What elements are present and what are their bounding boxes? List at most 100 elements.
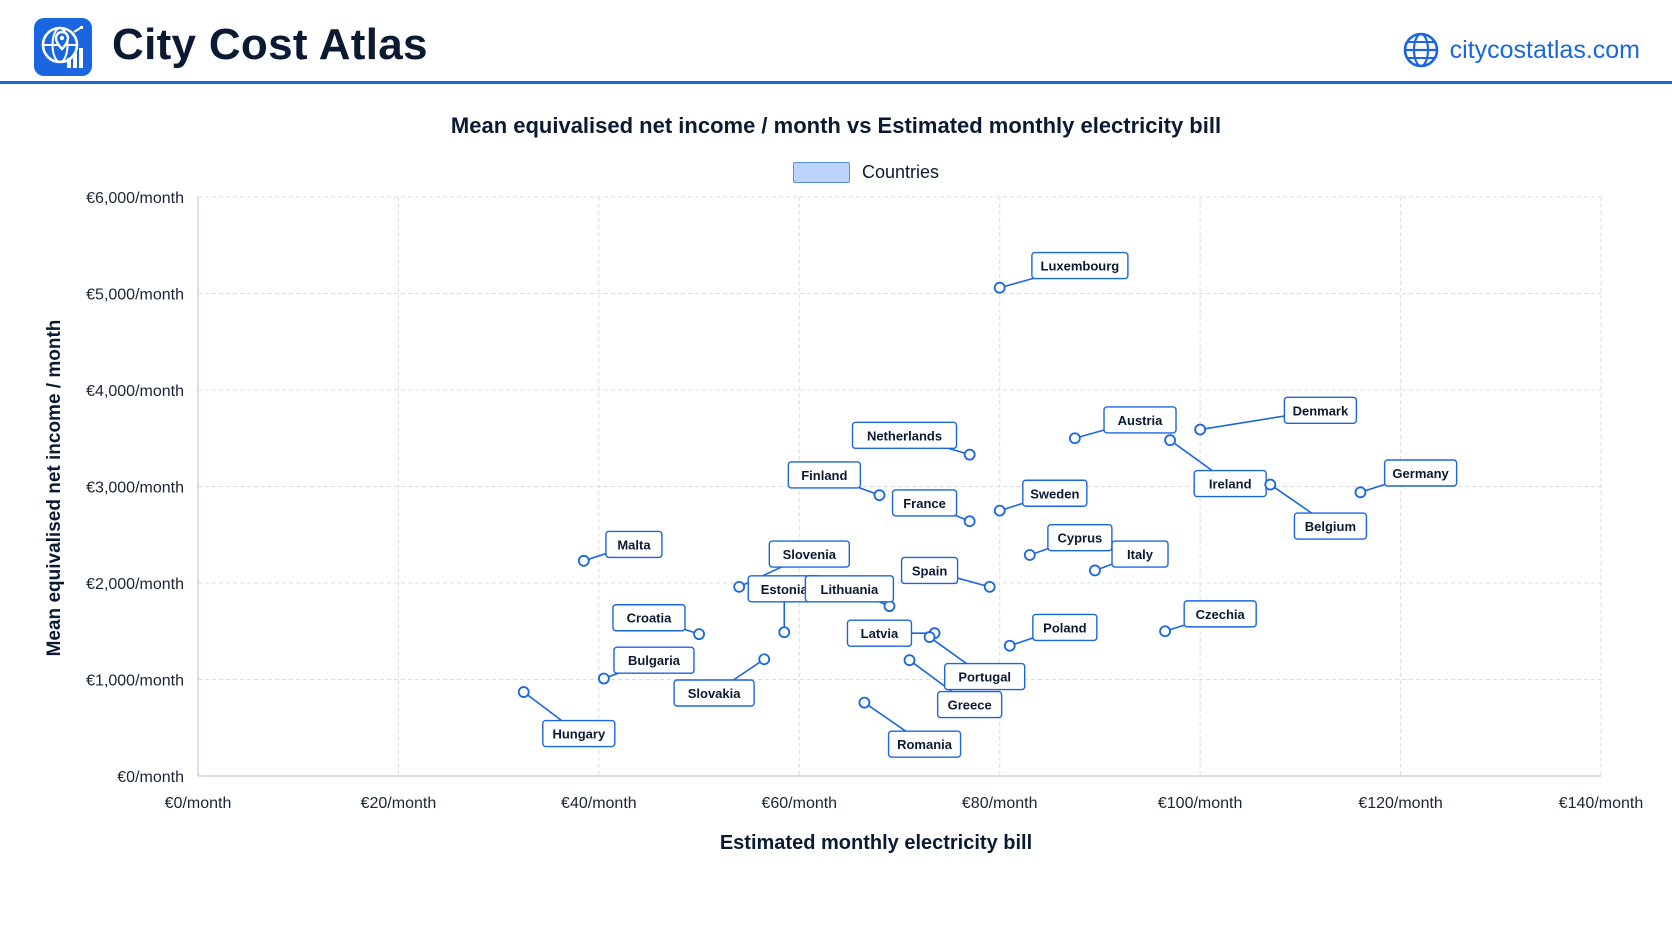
data-point[interactable] [1164, 434, 1176, 447]
data-label: Italy [1127, 547, 1154, 562]
data-label-box [1022, 479, 1088, 507]
globe-icon [1403, 32, 1438, 68]
data-point[interactable] [1354, 486, 1367, 499]
y-tick-label: €6,000/month [86, 190, 184, 207]
data-point[interactable] [923, 631, 936, 643]
data-point[interactable] [993, 281, 1006, 294]
globe-pin-chart-icon[interactable] [34, 18, 92, 76]
x-tick-label: €80/month [962, 795, 1038, 812]
data-label-box [1103, 406, 1177, 434]
data-point[interactable] [883, 600, 896, 613]
data-label: Lithuania [821, 582, 880, 597]
app-title: City Cost Atlas [112, 20, 428, 69]
data-point[interactable] [963, 448, 976, 461]
y-tick-label: €4,000/month [86, 383, 184, 400]
data-point[interactable] [873, 489, 886, 502]
data-label-box [768, 540, 851, 568]
data-label-box [673, 679, 755, 707]
data-label: Germany [1392, 466, 1449, 481]
x-tick-label: €120/month [1358, 795, 1443, 812]
data-label-box [1032, 613, 1098, 642]
data-label: Bulgaria [628, 653, 681, 668]
data-label-box [1183, 600, 1257, 628]
data-label: Portugal [958, 670, 1011, 685]
data-point[interactable] [858, 696, 871, 709]
y-tick-label: €3,000/month [86, 480, 184, 497]
data-point[interactable] [1194, 423, 1207, 436]
data-label-box [1283, 396, 1358, 424]
data-point[interactable] [903, 654, 916, 667]
data-label-box [605, 530, 663, 559]
data-label: Ireland [1209, 477, 1252, 492]
data-point[interactable] [758, 653, 771, 666]
data-point[interactable] [963, 515, 976, 528]
data-label-box [887, 730, 962, 758]
data-label-box [936, 690, 1003, 719]
legend[interactable]: Countries [793, 162, 939, 183]
data-label: Belgium [1305, 519, 1356, 534]
data-label: Croatia [627, 611, 673, 626]
data-point[interactable] [1023, 549, 1036, 561]
data-point[interactable] [1159, 625, 1171, 638]
chart-title: Mean equivalised net income / month vs E… [450, 113, 1222, 138]
data-label-box [1383, 459, 1458, 487]
data-label: Finland [801, 468, 847, 483]
data-point[interactable] [517, 686, 530, 698]
data-label: Austria [1118, 413, 1164, 428]
data-label: Romania [897, 737, 953, 752]
data-label-box [900, 556, 959, 585]
data-label: France [903, 496, 946, 511]
data-label: Greece [948, 698, 992, 713]
y-tick-label: €2,000/month [86, 576, 184, 593]
data-label: Slovenia [783, 547, 837, 562]
data-label-box [1111, 540, 1169, 568]
data-point[interactable] [597, 672, 610, 685]
data-label-box [846, 619, 913, 647]
data-label: Cyprus [1057, 531, 1102, 546]
data-point[interactable] [693, 628, 705, 641]
x-tick-label: €100/month [1158, 795, 1243, 812]
x-tick-label: €40/month [561, 795, 637, 812]
data-label: Netherlands [867, 428, 942, 443]
data-point[interactable] [983, 580, 996, 593]
data-point[interactable] [577, 554, 590, 567]
data-point[interactable] [733, 580, 746, 593]
data-label: Hungary [552, 727, 606, 742]
data-point[interactable] [1264, 478, 1277, 491]
data-label-box [612, 604, 686, 632]
y-axis-title: Mean equivalised net income / month [44, 319, 65, 657]
chart-area: Mean equivalised net income / month vs E… [0, 84, 1672, 941]
data-label-box [851, 421, 958, 450]
data-label-box [613, 646, 695, 674]
data-point[interactable] [1068, 432, 1081, 445]
x-tick-label: €20/month [361, 795, 437, 812]
data-label-box [542, 719, 616, 748]
y-tick-label: €5,000/month [86, 287, 184, 304]
data-point[interactable] [1089, 564, 1101, 577]
x-tick-label: €60/month [761, 795, 837, 812]
data-label: Estonia [761, 582, 809, 597]
data-label: Spain [912, 563, 947, 578]
data-label-box [891, 489, 958, 517]
data-label-box [943, 662, 1026, 691]
legend-label: Countries [862, 162, 940, 182]
data-label: Denmark [1293, 403, 1349, 418]
data-label-box [787, 461, 862, 489]
data-point[interactable] [778, 626, 791, 639]
site-link[interactable]: citycostatlas.com [1402, 30, 1640, 70]
app-header: City Cost Atlas citycostatlas.com [0, 0, 1672, 84]
data-label-box [1031, 251, 1129, 280]
data-label: Slovakia [688, 686, 742, 701]
data-label: Malta [617, 537, 651, 552]
scatter-plot: €0/month €20/month €40/month €60/month €80/m… [86, 190, 1643, 812]
data-point[interactable] [1003, 639, 1016, 652]
data-label: Czechia [1196, 607, 1246, 622]
y-tick-label: €0/month [117, 769, 184, 786]
legend-swatch [793, 162, 850, 183]
data-label-box [804, 575, 895, 603]
data-point[interactable] [993, 504, 1006, 517]
y-tick-label: €1,000/month [86, 673, 184, 690]
data-label: Sweden [1030, 486, 1079, 501]
data-label-box [1293, 512, 1368, 540]
data-label: Luxembourg [1041, 259, 1120, 274]
